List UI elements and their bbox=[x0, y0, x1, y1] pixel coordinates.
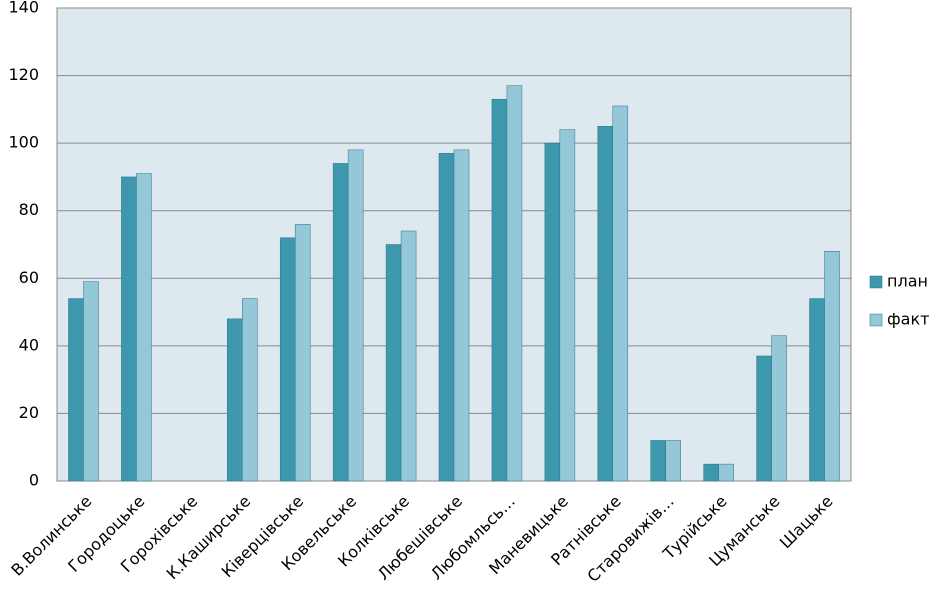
bar bbox=[824, 251, 840, 482]
legend-swatch bbox=[869, 313, 883, 327]
bar bbox=[242, 298, 258, 482]
bar bbox=[332, 163, 349, 482]
bar bbox=[718, 463, 734, 482]
bar bbox=[400, 230, 417, 482]
y-tick-label: 80 bbox=[19, 200, 39, 219]
legend-label: план bbox=[887, 272, 928, 291]
legend-label: факт bbox=[887, 310, 929, 329]
y-tick-label: 120 bbox=[8, 65, 39, 84]
bar bbox=[491, 98, 508, 482]
y-tick-label: 0 bbox=[29, 471, 39, 490]
bar bbox=[68, 298, 84, 482]
bar bbox=[597, 126, 614, 482]
bar bbox=[279, 237, 296, 482]
y-tick-label: 100 bbox=[8, 133, 39, 152]
bar bbox=[227, 318, 243, 482]
bar bbox=[665, 440, 681, 482]
bar bbox=[544, 142, 561, 482]
bar bbox=[385, 244, 402, 482]
bar bbox=[438, 153, 455, 482]
y-tick-label: 140 bbox=[8, 0, 39, 17]
bar bbox=[559, 129, 576, 482]
y-tick-label: 40 bbox=[19, 335, 39, 354]
bar bbox=[347, 149, 364, 482]
y-tick-label: 20 bbox=[19, 403, 39, 422]
bar bbox=[703, 463, 719, 482]
bar bbox=[136, 173, 152, 482]
bar bbox=[121, 176, 137, 482]
bar bbox=[809, 298, 825, 482]
bar bbox=[294, 223, 311, 482]
y-tick-label: 60 bbox=[19, 268, 39, 287]
bar bbox=[506, 85, 523, 482]
bar bbox=[756, 355, 772, 482]
bar bbox=[771, 335, 787, 482]
bar bbox=[453, 149, 470, 482]
bar bbox=[83, 281, 99, 482]
legend-swatch bbox=[869, 275, 883, 289]
bar bbox=[650, 440, 666, 482]
x-tick-label: Шацьке bbox=[776, 492, 837, 553]
bar bbox=[612, 105, 629, 482]
